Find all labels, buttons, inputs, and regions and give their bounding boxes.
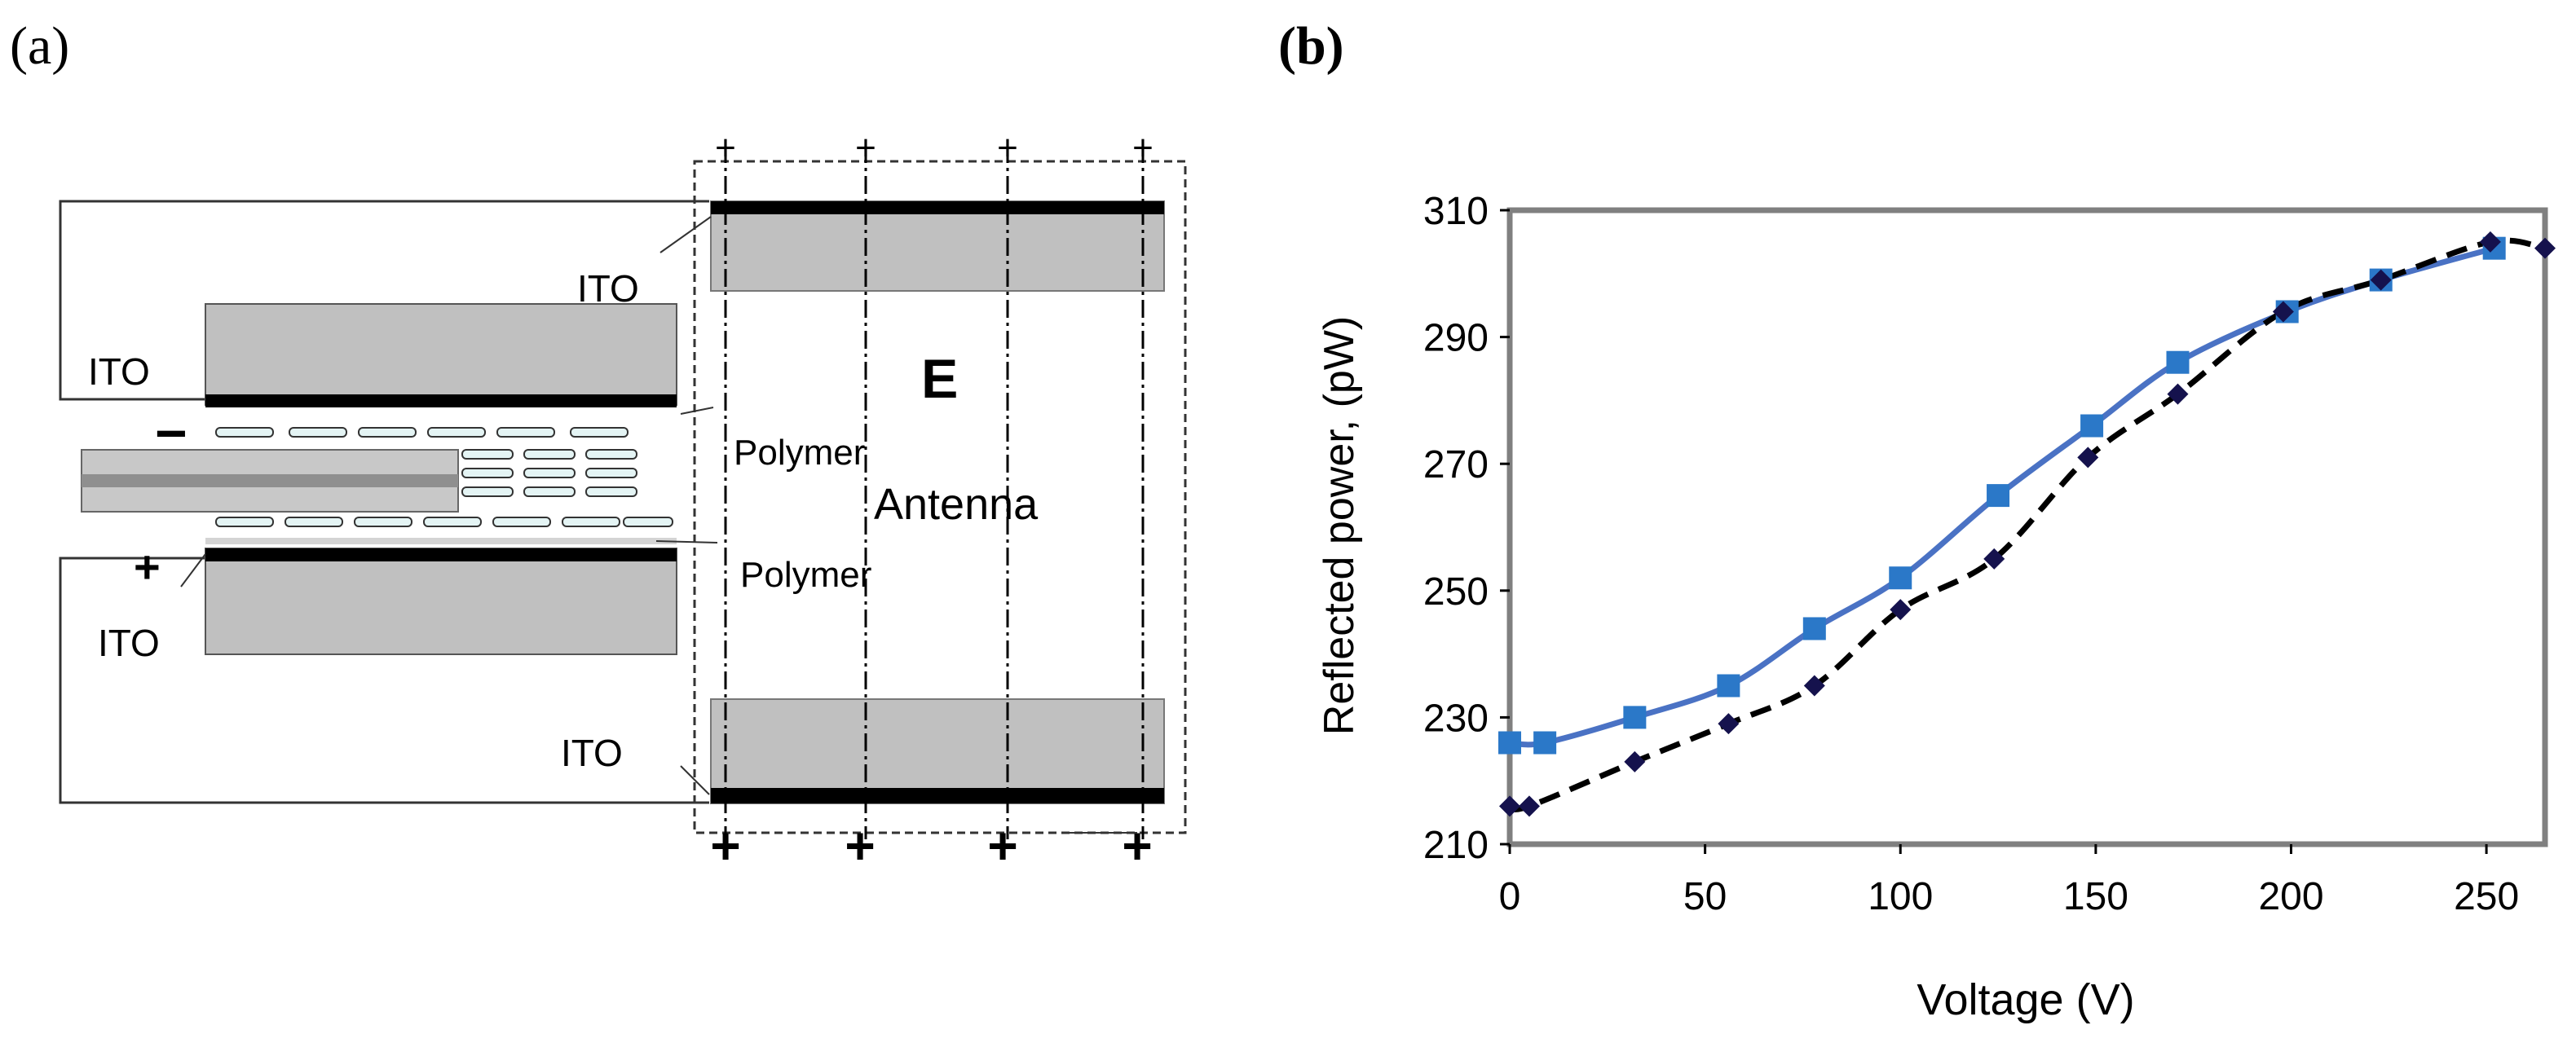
data-point-square xyxy=(1533,731,1557,755)
wire-bottom xyxy=(59,557,709,804)
y-tick-label: 230 xyxy=(1423,697,1489,740)
y-tick-label: 270 xyxy=(1423,443,1489,486)
data-point-diamond xyxy=(2167,383,2189,405)
panel-a-tag: (a) xyxy=(10,16,69,76)
lc-molecules xyxy=(215,427,673,527)
data-point-square xyxy=(1717,674,1740,698)
x-axis-ticks: 0 50 100 150 200 250 xyxy=(1499,844,2519,918)
data-point-square xyxy=(1623,706,1647,729)
panel-b-tag: (b) xyxy=(1278,16,1344,76)
right-upper-electrode xyxy=(710,200,1165,292)
y-axis-ticks: 210 230 250 270 290 310 xyxy=(1423,190,1510,867)
field-lines xyxy=(724,145,1145,839)
data-point-diamond xyxy=(1624,750,1646,772)
data-point-diamond xyxy=(1499,795,1520,817)
plus-sign: + xyxy=(134,541,161,592)
left-lower-electrode xyxy=(205,548,677,655)
data-point-diamond xyxy=(1983,548,2005,570)
left-upper-electrode xyxy=(205,303,677,406)
panel-a: (a) xyxy=(10,16,1187,875)
data-point-diamond xyxy=(2370,269,2392,291)
panel-b: (b) 210 230 250 270 290 310 0 50 100 150 200 250 V… xyxy=(1278,16,2556,1024)
x-axis-label: Voltage (V) xyxy=(1917,975,2134,1024)
fiber-core xyxy=(82,474,458,487)
y-tick-label: 290 xyxy=(1423,317,1489,360)
data-point-diamond xyxy=(1890,599,1912,621)
data-point-diamond xyxy=(2534,237,2556,259)
bottom-marker: + xyxy=(710,816,740,875)
data-point-diamond xyxy=(2272,301,2294,323)
ito-label: ITO xyxy=(88,350,150,393)
bottom-marker: + xyxy=(845,816,875,875)
data-point-square xyxy=(1498,731,1521,755)
data-point-square xyxy=(1889,566,1912,590)
series-markers xyxy=(1498,231,2556,817)
data-point-diamond xyxy=(2479,231,2501,253)
y-tick-label: 310 xyxy=(1423,190,1489,233)
antenna-boundary xyxy=(693,160,1187,834)
leader-lines xyxy=(180,216,718,795)
polymer-label: Polymer xyxy=(734,433,865,473)
top-marker: + xyxy=(855,128,876,168)
right-lower-ito xyxy=(711,788,1164,803)
ito-label: ITO xyxy=(577,267,639,310)
data-point-diamond xyxy=(1803,675,1825,697)
x-tick-label: 200 xyxy=(2258,875,2323,918)
data-point-square xyxy=(1987,484,2010,508)
wire-top xyxy=(59,200,709,401)
y-tick-label: 250 xyxy=(1423,570,1489,614)
left-lower-ito xyxy=(205,548,677,561)
top-marker: + xyxy=(715,128,736,168)
bottom-marker: + xyxy=(987,816,1017,875)
data-point-diamond xyxy=(1718,713,1740,735)
polymer-label: Polymer xyxy=(740,555,871,595)
left-upper-ito xyxy=(205,394,677,407)
top-marker: + xyxy=(997,128,1018,168)
top-marker: + xyxy=(1132,128,1153,168)
data-point-square xyxy=(1802,617,1826,640)
right-lower-electrode xyxy=(710,698,1165,804)
x-tick-label: 100 xyxy=(1868,875,1933,918)
y-tick-label: 210 xyxy=(1423,824,1489,867)
right-upper-ito xyxy=(711,201,1164,214)
polymer-layer-bottom xyxy=(205,538,677,544)
ito-label: ITO xyxy=(98,622,160,664)
x-tick-label: 0 xyxy=(1499,875,1521,918)
bottom-marker: + xyxy=(1122,816,1152,875)
x-tick-label: 250 xyxy=(2454,875,2519,918)
x-tick-label: 150 xyxy=(2063,875,2128,918)
data-point-square xyxy=(2080,414,2104,438)
data-point-diamond xyxy=(1518,795,1540,817)
antenna-label: Antenna xyxy=(874,480,1039,529)
y-axis-label: Reflected power, (pW) xyxy=(1316,316,1363,735)
field-label: E xyxy=(921,348,958,410)
data-point-square xyxy=(2166,350,2190,374)
data-point-diamond xyxy=(2077,447,2099,469)
minus-sign: − xyxy=(155,403,187,464)
ito-label: ITO xyxy=(561,732,623,774)
x-tick-label: 50 xyxy=(1683,875,1727,918)
